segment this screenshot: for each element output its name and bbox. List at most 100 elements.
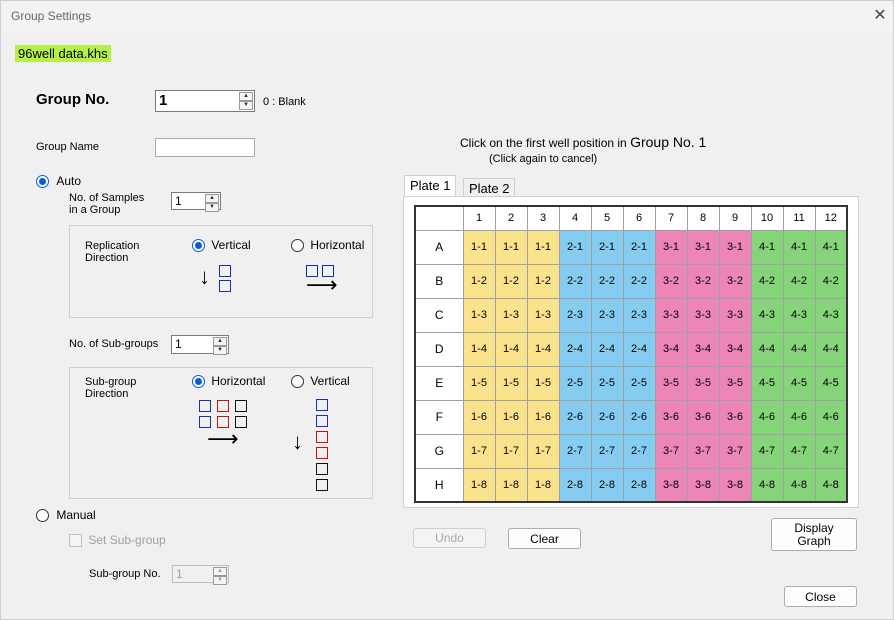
- well-cell[interactable]: 3-4: [686, 331, 720, 367]
- well-cell[interactable]: 3-5: [686, 365, 720, 401]
- stepper-up-icon[interactable]: ▲: [213, 337, 227, 346]
- well-cell[interactable]: 2-2: [590, 263, 624, 299]
- subgroup-vertical-radio[interactable]: Vertical: [291, 374, 350, 389]
- well-cell[interactable]: 4-8: [782, 467, 816, 503]
- replication-vertical-radio[interactable]: Vertical: [192, 238, 251, 253]
- well-cell[interactable]: 2-4: [590, 331, 624, 367]
- subgroup-horizontal-indicator[interactable]: [192, 375, 205, 389]
- replication-horizontal-indicator[interactable]: [291, 239, 304, 253]
- well-cell[interactable]: 4-1: [782, 229, 816, 265]
- well-cell[interactable]: 3-3: [718, 297, 752, 333]
- well-cell[interactable]: 3-2: [686, 263, 720, 299]
- well-cell[interactable]: 4-8: [814, 467, 848, 503]
- title-bar[interactable]: Group Settings ✕: [1, 1, 893, 31]
- well-cell[interactable]: 4-6: [814, 399, 848, 435]
- well-cell[interactable]: 3-8: [686, 467, 720, 503]
- well-cell[interactable]: 1-3: [526, 297, 560, 333]
- well-cell[interactable]: 2-2: [558, 263, 592, 299]
- well-cell[interactable]: 3-2: [718, 263, 752, 299]
- well-cell[interactable]: 4-5: [750, 365, 784, 401]
- well-cell[interactable]: 1-2: [526, 263, 560, 299]
- well-cell[interactable]: 4-6: [750, 399, 784, 435]
- well-cell[interactable]: 3-6: [654, 399, 688, 435]
- subgroup-vertical-indicator[interactable]: [291, 375, 304, 389]
- well-cell[interactable]: 1-1: [526, 229, 560, 265]
- well-cell[interactable]: 3-4: [718, 331, 752, 367]
- well-cell[interactable]: 1-2: [494, 263, 528, 299]
- well-cell[interactable]: 3-1: [654, 229, 688, 265]
- well-cell[interactable]: 2-7: [558, 433, 592, 469]
- well-cell[interactable]: 1-4: [462, 331, 496, 367]
- well-cell[interactable]: 4-1: [814, 229, 848, 265]
- well-cell[interactable]: 4-5: [814, 365, 848, 401]
- well-cell[interactable]: 2-5: [558, 365, 592, 401]
- well-cell[interactable]: 1-1: [494, 229, 528, 265]
- well-cell[interactable]: 4-4: [782, 331, 816, 367]
- well-cell[interactable]: 3-3: [654, 297, 688, 333]
- well-cell[interactable]: 4-1: [750, 229, 784, 265]
- subgroup-no-stepper[interactable]: 1 ▲ ▼: [172, 565, 229, 585]
- well-cell[interactable]: 1-4: [526, 331, 560, 367]
- manual-radio-indicator[interactable]: [36, 509, 49, 523]
- well-cell[interactable]: 1-6: [494, 399, 528, 435]
- stepper-up-icon[interactable]: ▲: [213, 567, 227, 576]
- well-cell[interactable]: 3-6: [686, 399, 720, 435]
- well-cell[interactable]: 2-5: [590, 365, 624, 401]
- well-cell[interactable]: 2-4: [558, 331, 592, 367]
- well-cell[interactable]: 3-5: [718, 365, 752, 401]
- tab-plate-1[interactable]: Plate 1: [404, 175, 457, 197]
- subgroup-horizontal-radio[interactable]: Horizontal: [192, 374, 265, 389]
- well-cell[interactable]: 4-4: [814, 331, 848, 367]
- clear-button[interactable]: Clear: [508, 528, 581, 549]
- well-cell[interactable]: 1-2: [462, 263, 496, 299]
- well-cell[interactable]: 1-3: [494, 297, 528, 333]
- auto-radio[interactable]: Auto: [36, 174, 81, 189]
- well-cell[interactable]: 1-7: [462, 433, 496, 469]
- undo-button[interactable]: Undo: [413, 528, 486, 548]
- well-cell[interactable]: 4-4: [750, 331, 784, 367]
- well-cell[interactable]: 1-5: [494, 365, 528, 401]
- well-cell[interactable]: 3-4: [654, 331, 688, 367]
- well-cell[interactable]: 2-8: [622, 467, 656, 503]
- well-cell[interactable]: 4-3: [750, 297, 784, 333]
- well-cell[interactable]: 3-8: [718, 467, 752, 503]
- well-cell[interactable]: 3-3: [686, 297, 720, 333]
- well-cell[interactable]: 4-2: [750, 263, 784, 299]
- well-cell[interactable]: 2-6: [590, 399, 624, 435]
- well-cell[interactable]: 4-3: [782, 297, 816, 333]
- samples-stepper[interactable]: 1 ▲ ▼: [171, 192, 221, 212]
- stepper-down-icon[interactable]: ▼: [239, 101, 253, 110]
- well-cell[interactable]: 2-2: [622, 263, 656, 299]
- well-cell[interactable]: 3-7: [686, 433, 720, 469]
- well-cell[interactable]: 4-2: [782, 263, 816, 299]
- well-cell[interactable]: 2-8: [590, 467, 624, 503]
- well-cell[interactable]: 2-1: [558, 229, 592, 265]
- well-cell[interactable]: 2-7: [590, 433, 624, 469]
- replication-horizontal-radio[interactable]: Horizontal: [291, 238, 364, 253]
- well-cell[interactable]: 2-1: [622, 229, 656, 265]
- well-cell[interactable]: 3-6: [718, 399, 752, 435]
- group-no-stepper[interactable]: 1 ▲ ▼: [155, 90, 255, 112]
- well-cell[interactable]: 1-6: [462, 399, 496, 435]
- well-cell[interactable]: 4-8: [750, 467, 784, 503]
- close-button[interactable]: Close: [784, 586, 857, 607]
- well-cell[interactable]: 3-1: [718, 229, 752, 265]
- well-cell[interactable]: 4-7: [814, 433, 848, 469]
- well-cell[interactable]: 2-4: [622, 331, 656, 367]
- tab-plate-2[interactable]: Plate 2: [463, 178, 516, 197]
- stepper-down-icon[interactable]: ▼: [213, 576, 227, 585]
- auto-radio-indicator[interactable]: [36, 175, 49, 189]
- well-cell[interactable]: 1-7: [526, 433, 560, 469]
- display-graph-button[interactable]: Display Graph: [771, 518, 857, 551]
- well-cell[interactable]: 2-7: [622, 433, 656, 469]
- well-cell[interactable]: 3-8: [654, 467, 688, 503]
- well-cell[interactable]: 2-3: [590, 297, 624, 333]
- group-name-input[interactable]: [155, 138, 255, 157]
- well-cell[interactable]: 3-5: [654, 365, 688, 401]
- well-cell[interactable]: 1-3: [462, 297, 496, 333]
- well-cell[interactable]: 2-8: [558, 467, 592, 503]
- well-cell[interactable]: 1-8: [494, 467, 528, 503]
- well-cell[interactable]: 1-8: [462, 467, 496, 503]
- well-cell[interactable]: 4-2: [814, 263, 848, 299]
- well-cell[interactable]: 3-7: [654, 433, 688, 469]
